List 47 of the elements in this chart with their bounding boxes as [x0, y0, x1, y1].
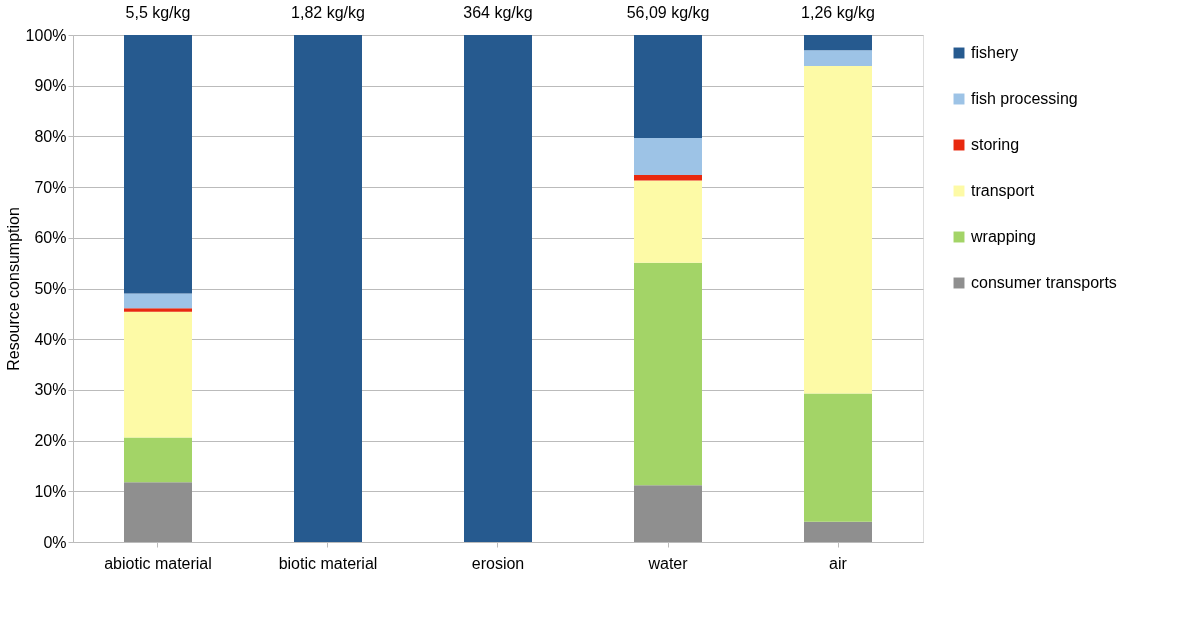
- annotation: 56,09 kg/kg: [626, 4, 710, 21]
- bar: [804, 521, 872, 542]
- y-tick-label: 30%: [34, 381, 67, 399]
- y-tick-label: 50%: [34, 280, 67, 297]
- bar: [634, 35, 702, 138]
- bar: [124, 482, 192, 542]
- y-tick-label: 20%: [34, 432, 67, 450]
- bar: [124, 308, 192, 312]
- bar: [804, 35, 872, 51]
- annotation: 1,26 kg/kg: [801, 4, 875, 21]
- legend-label: consumer transports: [971, 274, 1117, 291]
- legend-label: wrapping: [970, 228, 1036, 245]
- y-tick-label: 60%: [34, 229, 67, 247]
- bar: [124, 311, 192, 438]
- bar: [804, 393, 872, 522]
- bar: [804, 65, 872, 394]
- x-tick-label: erosion: [471, 554, 525, 572]
- x-tick-label: biotic material: [278, 554, 378, 572]
- legend-label: storing: [971, 136, 1020, 153]
- y-tick-label: 100%: [25, 26, 67, 44]
- bar: [634, 485, 702, 542]
- y-tick-label: 10%: [34, 482, 67, 500]
- bar: [804, 50, 872, 66]
- bar: [294, 35, 362, 542]
- y-tick-label: 70%: [34, 178, 67, 196]
- y-tick-label: 40%: [34, 330, 67, 348]
- y-axis-title: Resource consumption: [4, 207, 22, 371]
- x-tick-label: air: [829, 554, 848, 572]
- annotation: 5,5 kg/kg: [125, 4, 191, 21]
- legend-label: fish processing: [971, 90, 1078, 107]
- annotation: 1,82 kg/kg: [291, 4, 365, 21]
- x-tick-label: water: [647, 554, 689, 572]
- y-tick-label: 80%: [34, 127, 67, 145]
- annotation: 364 kg/kg: [463, 4, 533, 21]
- bar: [634, 180, 702, 263]
- bar: [124, 293, 192, 309]
- bar: [124, 35, 192, 294]
- y-tick-label: 90%: [34, 77, 67, 95]
- legend-label: transport: [971, 182, 1035, 199]
- legend-label: fishery: [971, 44, 1019, 61]
- bar: [634, 174, 702, 181]
- bar: [124, 437, 192, 483]
- x-tick-label: abiotic material: [104, 554, 212, 572]
- bar: [634, 137, 702, 175]
- bar: [464, 35, 532, 542]
- bar: [634, 262, 702, 486]
- y-tick-label: 0%: [43, 533, 67, 551]
